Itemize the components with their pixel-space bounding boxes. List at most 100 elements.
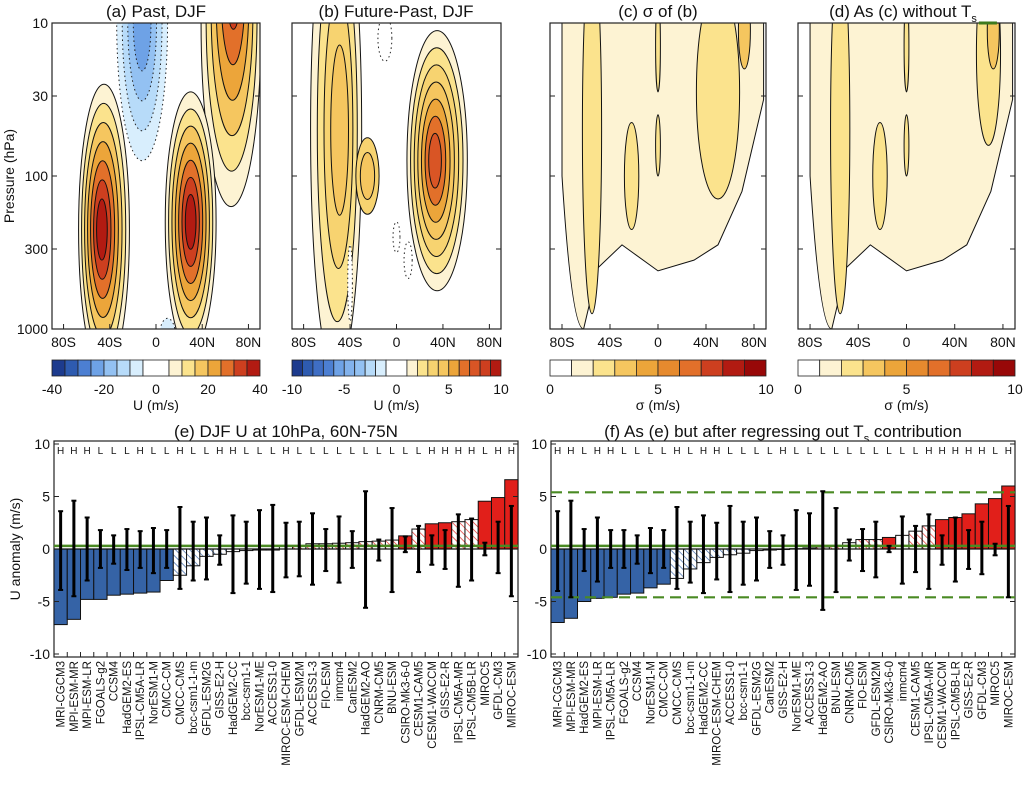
contour-level [392, 221, 401, 253]
error-bar [687, 520, 693, 584]
y-tick-label: -5 [535, 594, 548, 610]
error-bar [727, 504, 733, 594]
colorbar-swatch [51, 359, 66, 377]
y-tick-label: 300 [25, 241, 49, 257]
error-bar [376, 538, 382, 562]
model-label: FGOALS-g2 [619, 661, 631, 724]
model-label: GISS-E2-R [964, 661, 976, 719]
contour-level [581, 23, 603, 315]
colorbar-swatch [448, 359, 460, 377]
error-bar [363, 490, 369, 609]
panel-d-title-sub: s [971, 13, 977, 25]
x-tick-label: 0 [903, 334, 911, 350]
colorbar-label: σ (m/s) [884, 397, 928, 413]
hl-marker: L [621, 446, 627, 457]
y-tick-label: 5 [42, 489, 50, 505]
colorbar-tick-label: 0 [794, 381, 802, 397]
contour-field [52, 23, 260, 329]
model-label: NorESM1-ME [254, 661, 266, 732]
hl-marker: L [992, 446, 998, 457]
panel-d: 80S 40S 0 40N 80N 0 5 10 σ (m/s) [794, 21, 1023, 413]
hl-marker: H [441, 446, 448, 457]
hl-marker: L [98, 446, 104, 457]
error-bar [820, 490, 826, 611]
hl-marker: L [190, 446, 196, 457]
colorbar: -40 -20 0 20 40 U (m/s) [42, 359, 268, 413]
hl-marker: L [164, 446, 170, 457]
hl-marker: L [482, 446, 488, 457]
hl-marker: H [70, 446, 77, 457]
model-label: MPI-ESM-MR [566, 661, 578, 732]
colorbar-swatch [490, 359, 502, 377]
colorbar-swatch [797, 359, 821, 377]
model-label: GFDL-ESM2G [751, 661, 763, 736]
hl-marker: H [700, 446, 707, 457]
hl-marker: L [111, 446, 117, 457]
error-bar [270, 503, 276, 594]
error-bar [310, 512, 316, 586]
error-bar [581, 528, 587, 573]
hl-marker: L [900, 446, 906, 457]
colorbar-swatch [884, 359, 907, 377]
colorbar-tick-label: -20 [94, 381, 114, 397]
hl-marker: H [713, 446, 720, 457]
model-label: CESM1-WACCM [427, 661, 439, 749]
hl-marker: L [913, 446, 919, 457]
colorbar-swatch [246, 359, 261, 377]
bar [987, 498, 1003, 550]
error-bar [469, 517, 475, 582]
error-bar [661, 529, 667, 569]
contour-level [159, 317, 176, 329]
panel-d-title-main: (d) As (c) without T [829, 2, 971, 21]
x-tick-label: 0 [152, 334, 160, 350]
colorbar-swatch [841, 359, 864, 377]
colorbar-tick-label: -10 [282, 381, 302, 397]
error-bar [190, 520, 196, 582]
hl-marker: L [886, 446, 892, 457]
model-label: ACCESS1-0 [268, 661, 280, 725]
error-bar [860, 528, 866, 573]
colorbar-swatch [291, 359, 303, 377]
error-bar [594, 516, 600, 583]
x-tick-label: 80N [236, 334, 262, 350]
y-tick-label: 30 [32, 88, 48, 104]
colorbar-swatch [207, 359, 222, 377]
hl-marker: H [779, 446, 786, 457]
colorbar-swatch [479, 359, 491, 377]
contour-level [184, 194, 197, 250]
error-bar [97, 529, 103, 569]
panel-c: 80S 40S 0 40N 80N 0 5 10 σ (m/s) [546, 22, 774, 413]
model-label: CMCC-CM [162, 661, 174, 717]
colorbar-swatch [302, 359, 314, 377]
hl-marker: L [257, 446, 263, 457]
error-bar [429, 534, 435, 566]
contour-level [377, 23, 393, 62]
colorbar-swatch [322, 359, 335, 377]
error-bar [886, 544, 892, 554]
colorbar-tick-label: 5 [654, 381, 662, 397]
error-bar [807, 512, 813, 587]
error-bar [555, 510, 561, 592]
hl-marker: H [978, 446, 985, 457]
hl-marker: H [554, 446, 561, 457]
hl-marker: L [860, 446, 866, 457]
model-label: NorESM1-M [148, 661, 160, 724]
error-bar [674, 506, 680, 590]
model-label: NorESM1-M [645, 661, 657, 724]
hl-marker: H [594, 446, 601, 457]
panel-e-title: (e) DJF U at 10hPa, 60N-75N [174, 422, 398, 441]
colorbar-label: U (m/s) [374, 397, 420, 413]
hl-marker: H [428, 446, 435, 457]
hl-marker: L [754, 446, 760, 457]
model-label: CCSM4 [109, 660, 121, 701]
colorbar-swatch [129, 359, 144, 377]
error-bar [323, 528, 329, 573]
colorbar-swatch [168, 359, 183, 377]
colorbar-tick-label: 40 [252, 381, 268, 397]
y-tick-label: 0 [539, 541, 547, 557]
model-label: MIROC-ESM [1003, 661, 1015, 728]
colorbar: 0 5 10 σ (m/s) [546, 359, 774, 413]
hl-marker: L [376, 446, 382, 457]
error-bar [608, 529, 614, 569]
